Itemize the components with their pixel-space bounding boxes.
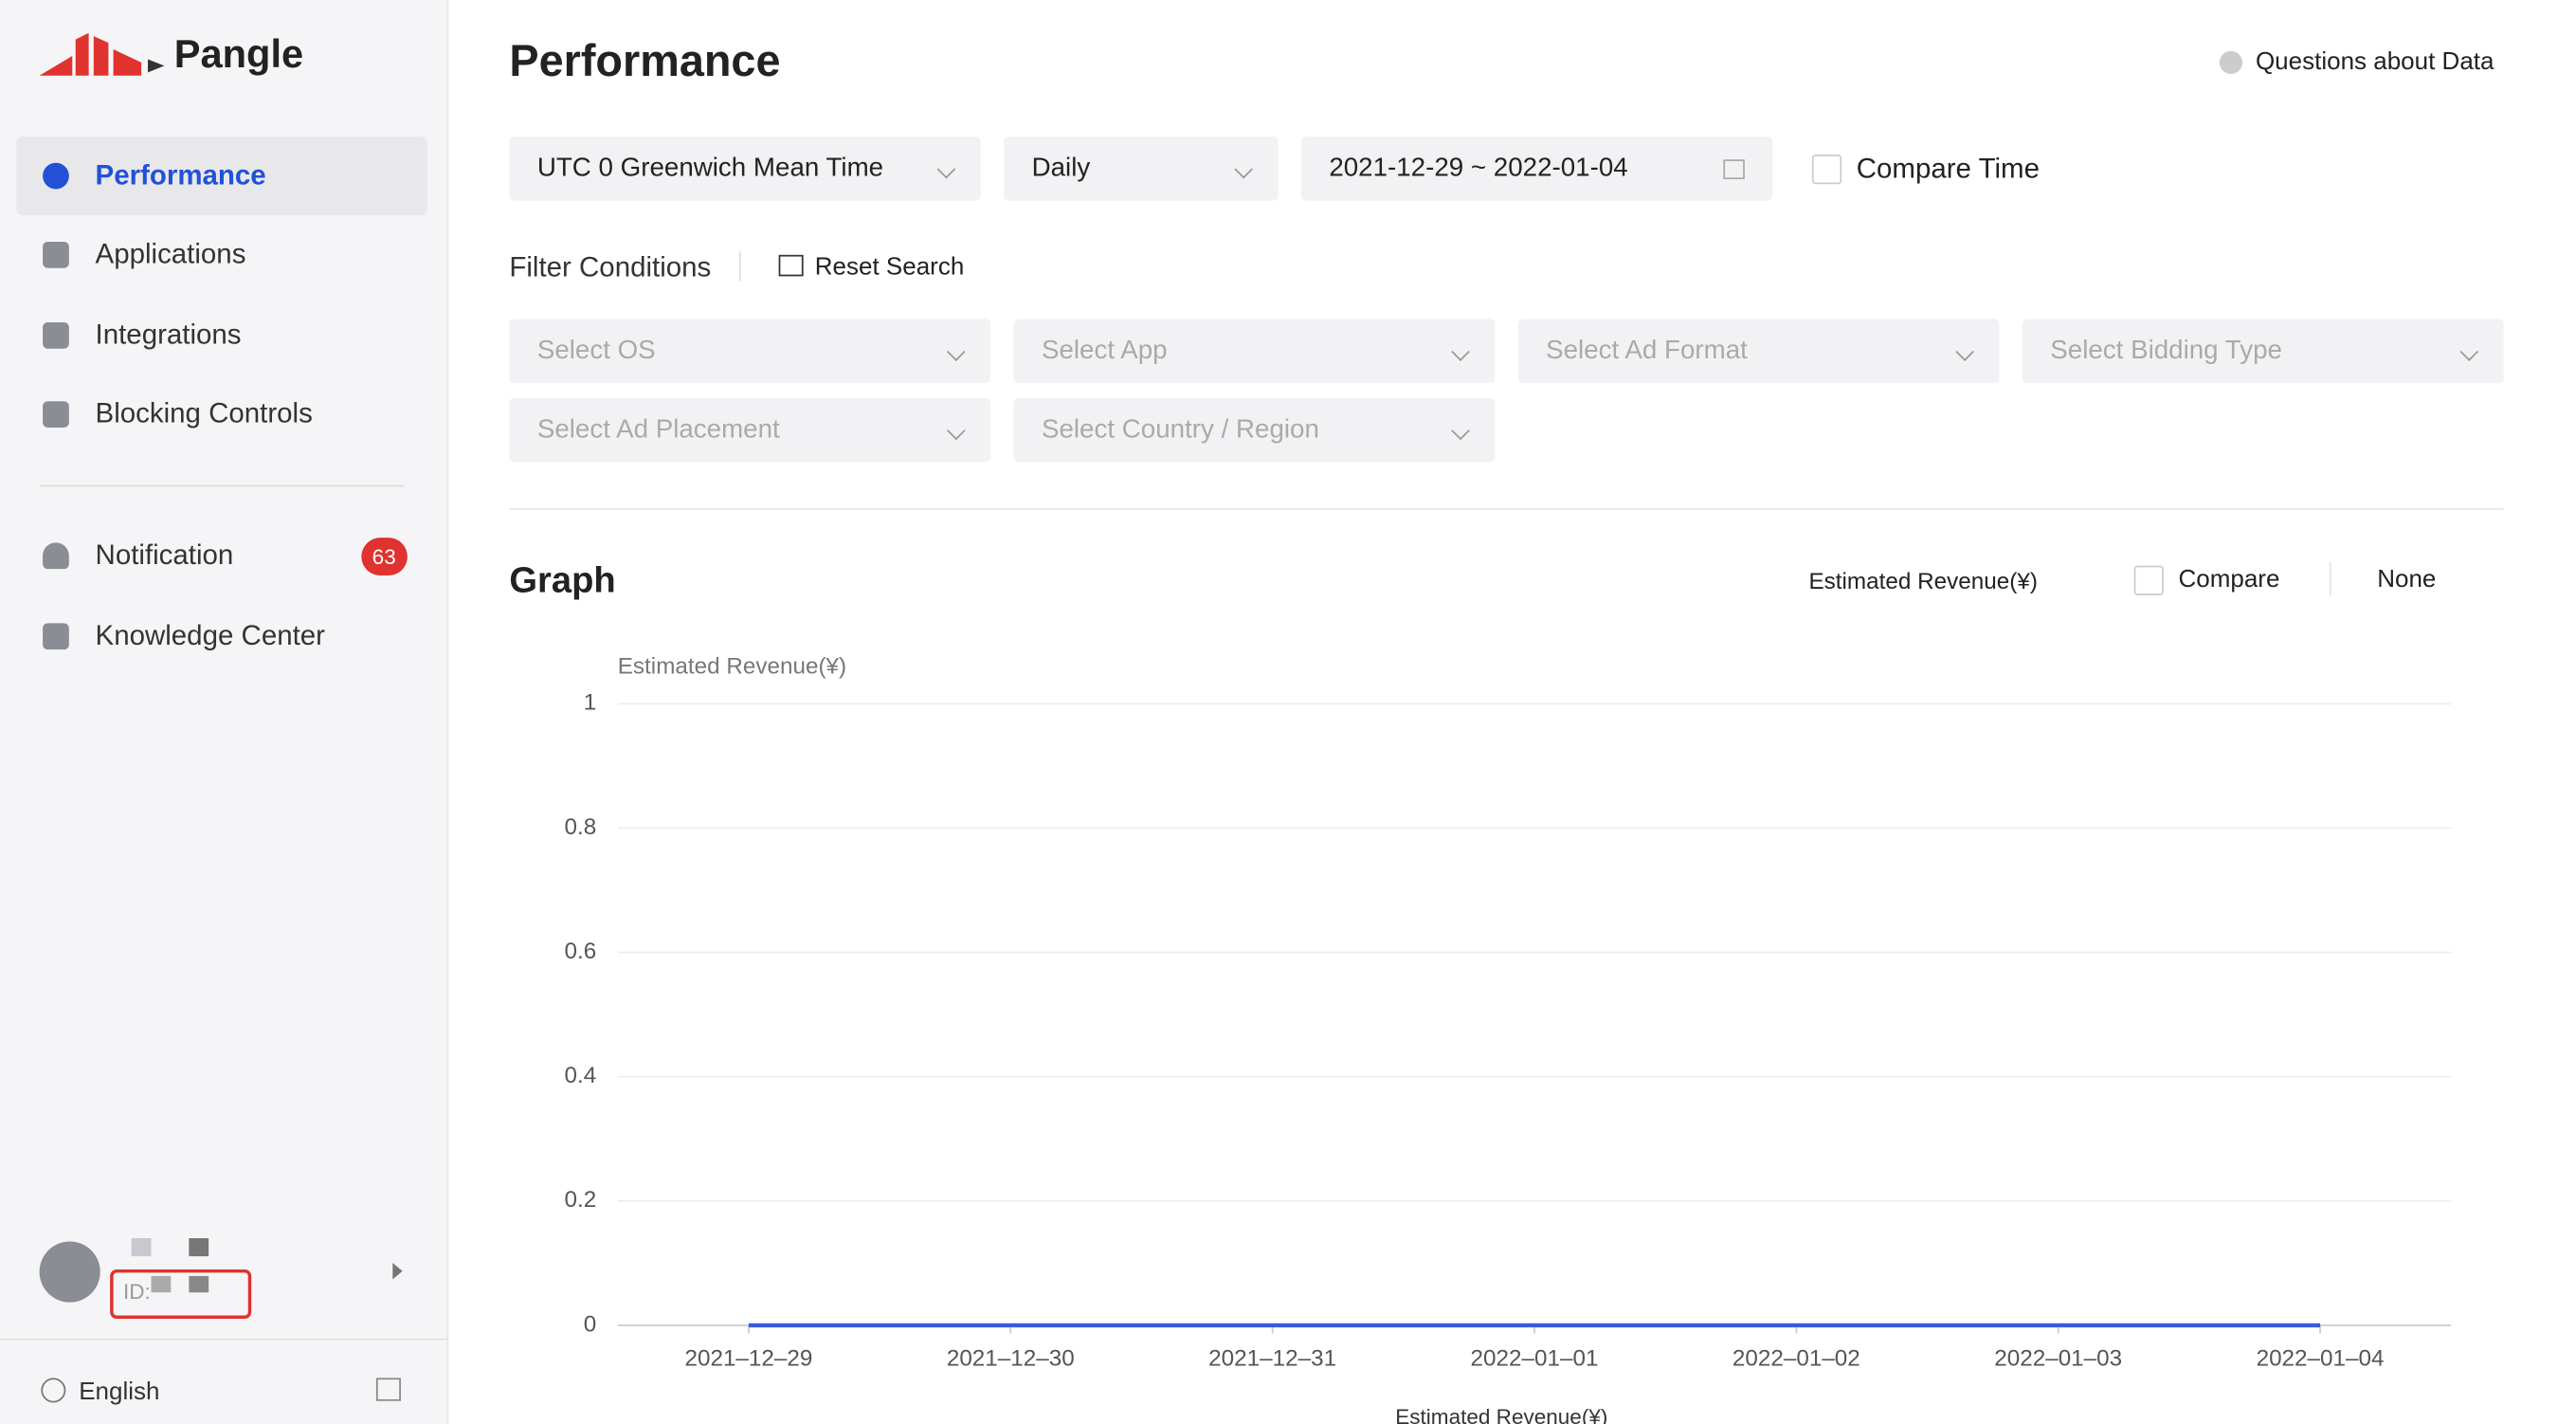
- placeholder: Select Ad Format: [1546, 336, 1748, 365]
- divider: [739, 251, 741, 282]
- y-tick-label: 0.4: [564, 1063, 596, 1088]
- placeholder: Select App: [1041, 336, 1168, 365]
- collapse-icon[interactable]: [375, 1378, 401, 1401]
- reset-button[interactable]: Reset Search: [814, 253, 965, 282]
- logo-text: Pangle: [173, 32, 304, 78]
- filter-select[interactable]: Select App: [1013, 319, 1496, 384]
- breakdown-select[interactable]: None: [2377, 565, 2437, 594]
- nav-item[interactable]: Applications: [16, 215, 426, 294]
- x-tick-label: 2022–01–03: [1994, 1346, 2122, 1372]
- language[interactable]: English: [79, 1378, 160, 1406]
- y-tick-label: 1: [584, 690, 596, 716]
- nav-label: Integrations: [95, 319, 242, 351]
- page-title: Performance: [509, 36, 781, 86]
- divider: [39, 484, 405, 487]
- x-tick-label: 2021–12–29: [684, 1346, 812, 1372]
- badge: 63: [360, 537, 408, 575]
- checkbox[interactable]: [2133, 565, 2164, 595]
- user-id: ID:: [123, 1279, 151, 1305]
- divider: [2329, 562, 2331, 595]
- nav-item[interactable]: Performance: [16, 136, 427, 216]
- divider: [0, 1338, 447, 1341]
- x-tick-label: 2022–01–02: [1732, 1346, 1860, 1372]
- filter-select[interactable]: Select Ad Placement: [509, 397, 991, 463]
- select-text: 2021-12-29 ~ 2022-01-04: [1329, 154, 1628, 182]
- filter-select[interactable]: Select OS: [509, 319, 991, 384]
- filter-select[interactable]: Select Bidding Type: [2022, 319, 2504, 384]
- placeholder: Select Ad Placement: [536, 414, 780, 444]
- blur: [131, 1238, 152, 1257]
- logo-mark: [39, 32, 165, 76]
- x-tick-label: 2021–12–30: [947, 1346, 1075, 1372]
- x-tick-label: 2021–12–31: [1208, 1346, 1336, 1372]
- metric-select[interactable]: Estimated Revenue(¥): [1808, 567, 2038, 594]
- y-tick-label: 0.6: [564, 939, 596, 964]
- section-title: Graph: [509, 558, 616, 601]
- placeholder: Select Bidding Type: [2050, 336, 2282, 365]
- x-tick-label: 2022–01–04: [2257, 1346, 2385, 1372]
- section-label: Filter Conditions: [509, 251, 712, 283]
- nav-item[interactable]: Knowledge Center: [16, 597, 426, 676]
- avatar: [39, 1241, 100, 1303]
- help-icon: [2219, 50, 2243, 75]
- help-link[interactable]: Questions about Data: [2255, 47, 2494, 76]
- sidebar: Pangle Performance Applications Integrat…: [0, 0, 449, 1424]
- select-text: Daily: [1031, 154, 1091, 182]
- nav-label: Notification: [95, 539, 234, 571]
- checkbox-label: Compare: [2178, 565, 2280, 594]
- granularity-select[interactable]: Daily: [1004, 136, 1279, 201]
- nav-label: Blocking Controls: [95, 397, 313, 429]
- placeholder: Select OS: [536, 336, 656, 365]
- reset-icon: [778, 254, 804, 277]
- blur: [189, 1238, 209, 1257]
- y-tick-label: 0.8: [564, 814, 596, 840]
- globe-icon: [41, 1378, 66, 1403]
- date-range[interactable]: 2021-12-29 ~ 2022-01-04: [1300, 136, 1773, 201]
- x-tick-label: 2022–01–01: [1471, 1346, 1599, 1372]
- filter-select[interactable]: Select Country / Region: [1013, 397, 1496, 463]
- nav-item[interactable]: Notification 63: [16, 517, 426, 595]
- divider: [509, 507, 2504, 510]
- y-tick-label: 0.2: [564, 1187, 596, 1213]
- blur: [151, 1275, 172, 1293]
- select-text: UTC 0 Greenwich Mean Time: [536, 154, 884, 182]
- timezone-select[interactable]: UTC 0 Greenwich Mean Time: [509, 136, 981, 201]
- nav-label: Knowledge Center: [95, 619, 325, 651]
- placeholder: Select Country / Region: [1041, 414, 1319, 444]
- blur: [189, 1275, 209, 1293]
- filter-select[interactable]: Select Ad Format: [1517, 319, 2000, 384]
- expand-arrow[interactable]: [392, 1263, 403, 1280]
- y-axis-title: Estimated Revenue(¥): [618, 654, 846, 680]
- nav-item[interactable]: Blocking Controls: [16, 374, 426, 453]
- nav-label: Performance: [95, 159, 266, 192]
- nav-item[interactable]: Integrations: [16, 296, 426, 374]
- y-tick-label: 0: [584, 1311, 596, 1337]
- highlight-box: [110, 1269, 252, 1319]
- nav-label: Applications: [95, 238, 246, 270]
- legend-label: Estimated Revenue(¥): [1395, 1405, 1607, 1424]
- checkbox[interactable]: [1811, 155, 1842, 185]
- checkbox-label: Compare Time: [1856, 153, 2040, 185]
